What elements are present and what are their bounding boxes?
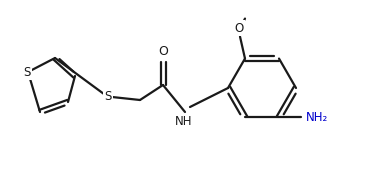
Text: NH₂: NH₂ (306, 111, 328, 124)
Text: S: S (104, 90, 112, 104)
Text: O: O (235, 22, 244, 35)
Text: S: S (23, 65, 31, 78)
Text: O: O (158, 45, 168, 58)
Text: NH: NH (175, 115, 193, 128)
